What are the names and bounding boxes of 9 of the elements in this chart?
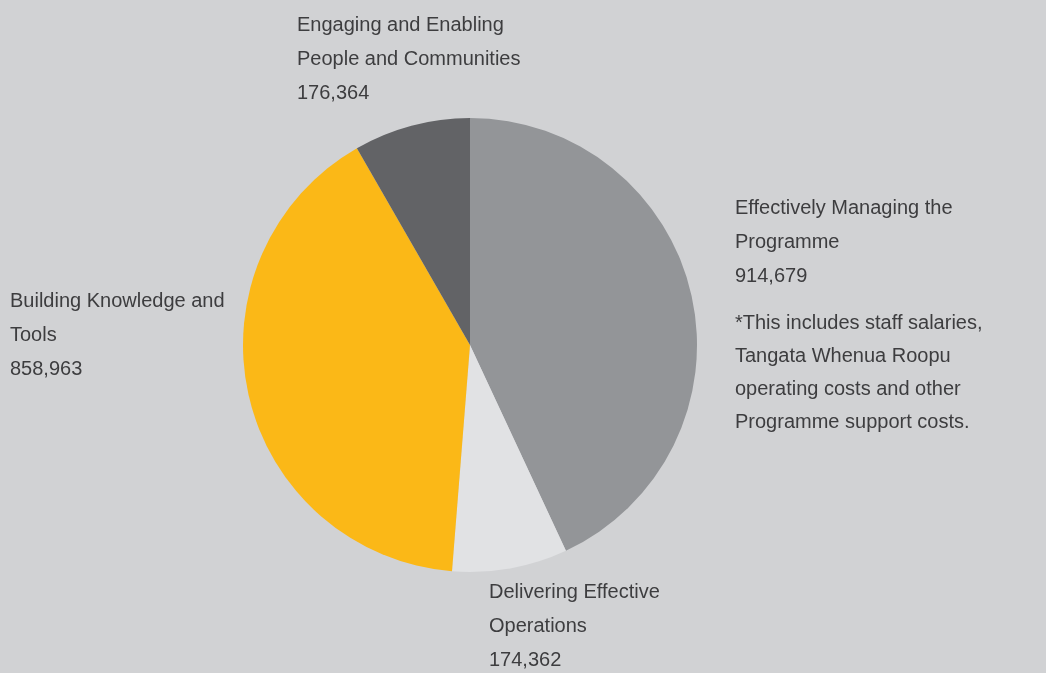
data-label: 858,963 xyxy=(10,356,84,381)
slice-label: Building Knowledge and Tools xyxy=(10,288,226,347)
data-label: 176,364 xyxy=(297,80,371,105)
data-label: 174,362 xyxy=(489,647,563,672)
slice-label: Engaging and Enabling People and Communities xyxy=(297,12,522,71)
text: *This includes staff salaries, Tangata Whenua Roopu operating costs and other Programme support costs. xyxy=(735,310,984,434)
slice-label: Effectively Managing the Programme xyxy=(735,195,954,254)
slice-label: Delivering Effective Operations xyxy=(489,579,661,638)
data-label: 914,679 xyxy=(735,263,809,288)
